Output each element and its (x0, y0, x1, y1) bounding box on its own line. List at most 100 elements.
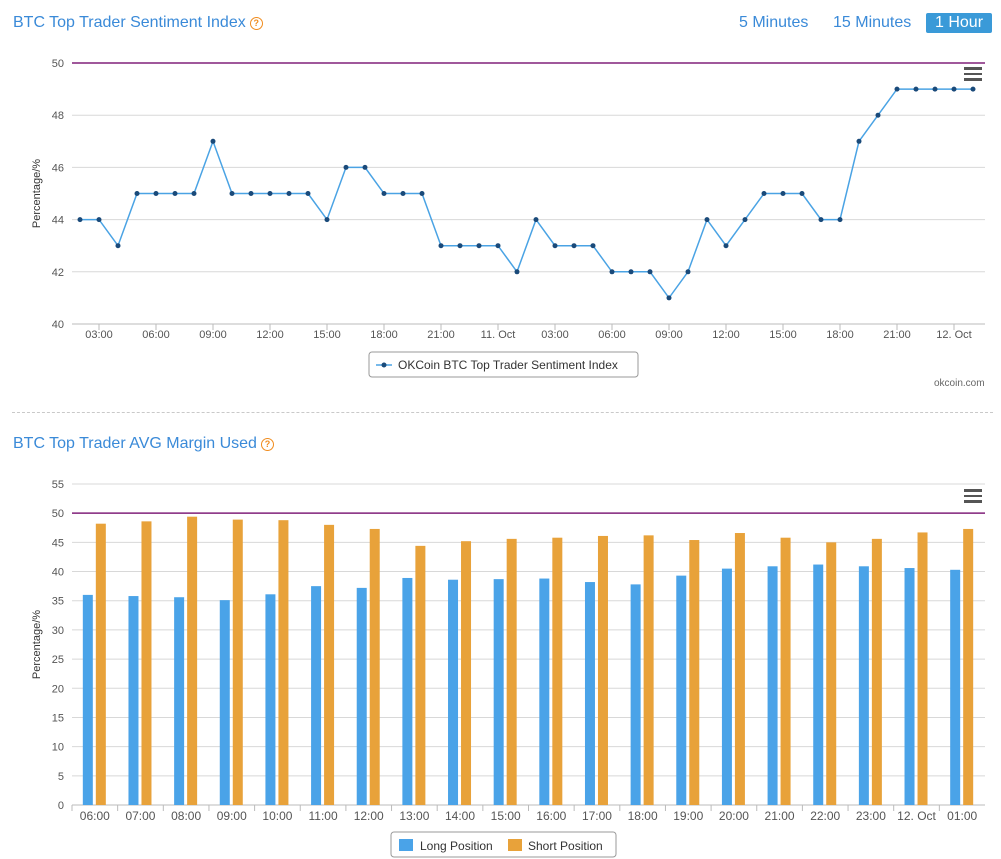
legend-swatch-long (399, 839, 413, 851)
x-tick-label: 16:00 (536, 809, 566, 823)
bar-long (584, 582, 595, 805)
bar-short (963, 528, 974, 805)
legend-label: OKCoin BTC Top Trader Sentiment Index (398, 358, 618, 372)
bar-long (174, 597, 185, 805)
bar-long (402, 577, 413, 805)
data-point (172, 191, 178, 196)
range-15-minutes[interactable]: 15 Minutes (833, 14, 912, 31)
bar-short (369, 528, 380, 805)
data-point (590, 243, 596, 249)
data-point (666, 295, 672, 301)
data-point (324, 217, 330, 223)
data-point (343, 164, 349, 170)
y-tick-label: 55 (52, 479, 64, 491)
x-tick-label: 17:00 (582, 809, 612, 823)
bar-short (643, 535, 654, 805)
bar-short (324, 524, 335, 805)
credit-link[interactable]: okcoin.com (934, 378, 985, 389)
x-tick-label: 06:00 (142, 329, 170, 341)
data-point (362, 164, 368, 170)
bar-long (311, 586, 322, 805)
x-tick-label: 08:00 (171, 809, 201, 823)
y-axis-title: Percentage/% (31, 610, 43, 679)
bar-long (767, 566, 778, 805)
y-tick-label: 50 (52, 508, 64, 520)
data-point (742, 217, 748, 223)
bar-short (461, 541, 472, 805)
bar-long (448, 579, 459, 805)
data-point (818, 217, 824, 223)
legend-label: Short Position (528, 839, 603, 853)
x-tick-label: 09:00 (199, 329, 227, 341)
x-tick-label: 15:00 (491, 809, 521, 823)
range-5-minutes[interactable]: 5 Minutes (739, 14, 809, 31)
x-tick-label: 15:00 (769, 329, 797, 341)
bar-short (689, 540, 700, 805)
bar-long (858, 566, 869, 805)
data-point (932, 86, 938, 92)
x-tick-label: 19:00 (673, 809, 703, 823)
x-tick-label: 07:00 (125, 809, 155, 823)
range-1-hour[interactable]: 1 Hour (926, 13, 993, 33)
y-axis-title: Percentage/% (31, 159, 43, 228)
chart-title-sentiment-text: BTC Top Trader Sentiment Index (13, 14, 246, 31)
bar-long (219, 600, 230, 805)
chart-menu-icon[interactable] (964, 489, 982, 503)
x-tick-label: 23:00 (856, 809, 886, 823)
legend-box (368, 351, 639, 378)
data-point (533, 217, 539, 223)
series-line (80, 88, 973, 300)
bar-short (871, 538, 882, 805)
y-tick-label: 46 (52, 162, 64, 174)
x-tick-label: 12. Oct (936, 329, 971, 341)
bar-long (128, 596, 139, 805)
section-divider (12, 412, 993, 413)
bar-long (82, 594, 93, 805)
x-tick-label: 21:00 (427, 329, 455, 341)
chart-title-sentiment: BTC Top Trader Sentiment Index? (13, 14, 263, 32)
x-tick-label: 20:00 (719, 809, 749, 823)
x-tick-label: 12:00 (354, 809, 384, 823)
bar-short (826, 542, 837, 805)
y-tick-label: 25 (52, 654, 64, 666)
bar-long (493, 579, 504, 805)
x-tick-label: 18:00 (826, 329, 854, 341)
legend-swatch-short (508, 839, 522, 851)
data-point (799, 191, 805, 196)
chart-menu-icon[interactable] (964, 67, 982, 81)
data-point (837, 217, 843, 223)
help-icon[interactable]: ? (260, 438, 274, 451)
data-point (286, 191, 292, 196)
data-point (723, 243, 729, 249)
bar-long (904, 568, 915, 805)
x-tick-label: 14:00 (445, 809, 475, 823)
y-tick-label: 5 (58, 771, 64, 783)
x-tick-label: 21:00 (765, 809, 795, 823)
data-point (457, 243, 463, 249)
data-point (609, 269, 615, 275)
data-point (951, 86, 957, 92)
bar-long (356, 587, 367, 805)
help-icon[interactable]: ? (249, 17, 263, 30)
y-tick-label: 50 (52, 58, 64, 70)
data-point (875, 112, 881, 118)
data-point (134, 191, 140, 196)
data-point (495, 243, 501, 249)
chart-title-margin: BTC Top Trader AVG Margin Used? (13, 435, 274, 453)
y-tick-label: 48 (52, 110, 64, 122)
data-point (115, 243, 121, 249)
x-tick-label: 11. Oct (481, 329, 516, 341)
bar-long (950, 569, 961, 805)
x-tick-label: 06:00 (598, 329, 626, 341)
bar-short (415, 545, 426, 805)
y-tick-label: 35 (52, 596, 64, 608)
data-point (96, 217, 102, 223)
data-point (381, 191, 387, 196)
x-tick-label: 12:00 (712, 329, 740, 341)
data-point (305, 191, 311, 196)
y-tick-label: 44 (52, 215, 64, 227)
bar-long (721, 568, 732, 805)
bar-short (187, 516, 198, 805)
x-tick-label: 09:00 (217, 809, 247, 823)
